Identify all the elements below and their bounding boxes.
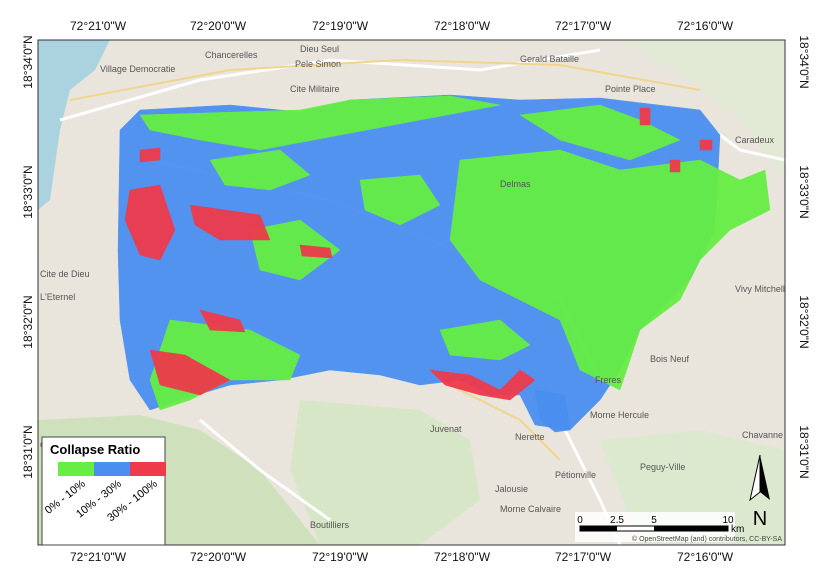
- damage-zone: [699, 139, 713, 151]
- place-label: Cite de Dieu: [40, 269, 90, 279]
- place-label: Dieu Seul: [300, 44, 339, 54]
- damage-zone: [189, 204, 271, 241]
- grid-label: 18°33'0"N: [21, 165, 35, 218]
- legend-swatch: [58, 462, 94, 476]
- north-label: N: [753, 508, 767, 530]
- place-label: Freres: [595, 375, 622, 385]
- grid-label: 18°34'0"N: [21, 35, 35, 88]
- attribution: © OpenStreetMap (and) contributors, CC-B…: [632, 535, 782, 543]
- damage-zone: [439, 319, 531, 361]
- damage-zone: [639, 107, 651, 126]
- grid-label: 18°34'0"N: [797, 35, 811, 88]
- legend-swatch: [94, 462, 130, 476]
- damage-zone: [359, 174, 441, 226]
- grid-label: 18°31'0"N: [21, 425, 35, 478]
- north-arrow: N: [749, 454, 770, 530]
- place-label: Morne Calvaire: [500, 504, 561, 514]
- place-label: Juvenat: [430, 424, 462, 434]
- grid-label: 72°20'0"W: [190, 19, 247, 33]
- place-label: L'Eternel: [40, 292, 75, 302]
- damage-zone: [299, 244, 333, 259]
- place-label: Jalousie: [495, 484, 528, 494]
- legend-box: [41, 436, 166, 546]
- grid-label: 18°31'0"N: [797, 425, 811, 478]
- place-label: Cite Militaire: [290, 84, 340, 94]
- place-label: Chavanne: [742, 430, 783, 440]
- damage-zone: [149, 349, 231, 396]
- damage-zone: [669, 159, 681, 173]
- place-label: Pétionville: [555, 470, 596, 480]
- grid-label: 72°20'0"W: [190, 550, 247, 564]
- place-label: Boutilliers: [310, 520, 350, 530]
- grid-label: 18°33'0"N: [797, 165, 811, 218]
- damage-zone: [209, 149, 311, 191]
- scale-tick-label: 5: [651, 515, 657, 526]
- place-label: Chancerelles: [205, 50, 258, 60]
- place-label: Pointe Place: [605, 84, 656, 94]
- place-label: Gerald Bataille: [520, 54, 579, 64]
- scale-tick-label: 2.5: [610, 515, 624, 526]
- grid-label: 72°19'0"W: [312, 550, 369, 564]
- grid-label: 72°17'0"W: [555, 550, 612, 564]
- damage-zone: [534, 389, 571, 433]
- grid-label: 72°21'0"W: [70, 550, 127, 564]
- map-frame: [37, 39, 786, 546]
- grid-label: 72°18'0"W: [434, 19, 491, 33]
- grid-label: 72°17'0"W: [555, 19, 612, 33]
- damage-zone: [199, 309, 246, 333]
- place-label: Peguy-Ville: [640, 462, 685, 472]
- damage-zone: [449, 149, 771, 391]
- legend-swatch: [130, 462, 166, 476]
- scale-unit: km: [731, 524, 744, 535]
- place-label: Village Democratie: [100, 64, 175, 74]
- scale-tick-label: 0: [577, 515, 583, 526]
- grid-label: 72°18'0"W: [434, 550, 491, 564]
- grid-label: 18°32'0"N: [797, 295, 811, 348]
- damage-zone: [519, 104, 681, 161]
- place-label: Nerette: [515, 432, 545, 442]
- grid-label: 72°19'0"W: [312, 19, 369, 33]
- legend-title: Collapse Ratio: [50, 442, 140, 457]
- place-label: Vivy Mitchell: [735, 284, 785, 294]
- place-label: Pele Simon: [295, 59, 341, 69]
- grid-label: 72°16'0"W: [677, 550, 734, 564]
- grid-label: 72°16'0"W: [677, 19, 734, 33]
- damage-zone: [139, 147, 161, 163]
- place-label: Bois Neuf: [650, 354, 690, 364]
- place-label: Delmas: [500, 179, 531, 189]
- grid-label: 72°21'0"W: [70, 19, 127, 33]
- damage-zone: [124, 184, 176, 261]
- grid-label: 18°32'0"N: [21, 295, 35, 348]
- scale-tick-label: 10: [722, 515, 734, 526]
- place-label: Caradeux: [735, 135, 775, 145]
- legend: Collapse Ratio 0% - 10%10% - 30%30% - 10…: [41, 436, 166, 546]
- damage-zone: [249, 219, 341, 281]
- damage-zone: [429, 369, 536, 401]
- damage-zone: [139, 95, 501, 151]
- place-label: Morne Hercule: [590, 410, 649, 420]
